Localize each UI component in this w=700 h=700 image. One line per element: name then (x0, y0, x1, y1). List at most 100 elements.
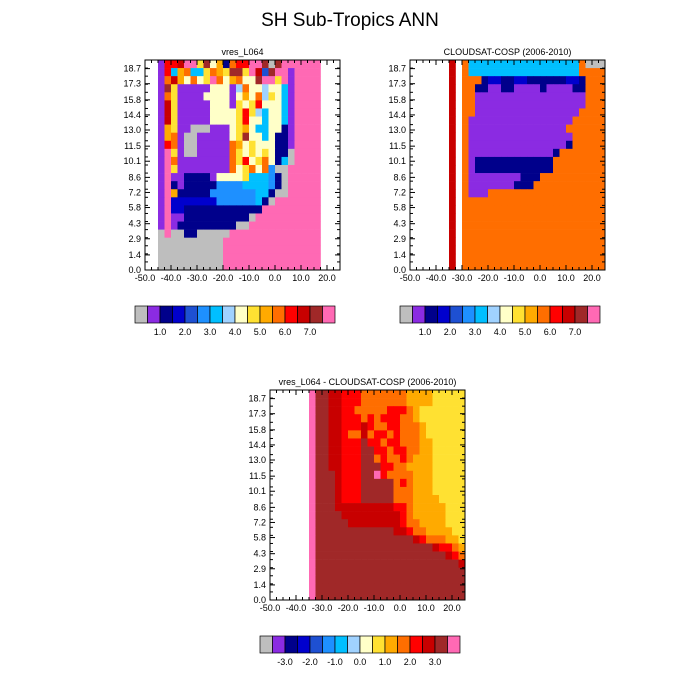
heatmap-cell (468, 213, 476, 222)
heatmap-cell (488, 181, 495, 190)
heatmap-cell (328, 519, 336, 528)
heatmap-cell (288, 156, 295, 166)
heatmap-cell (354, 462, 362, 472)
heatmap-cell (171, 140, 178, 150)
heatmap-cell (229, 189, 237, 198)
heatmap-cell (592, 189, 599, 198)
heatmap-cell (242, 229, 250, 238)
heatmap-cell (475, 140, 482, 150)
heatmap-cell (462, 140, 469, 150)
heatmap-cell (328, 406, 336, 415)
heatmap-cell (520, 76, 528, 85)
heatmap-cell (432, 414, 440, 423)
heatmap-cell (341, 446, 349, 455)
heatmap-cell (585, 100, 593, 109)
heatmap-cell (203, 132, 211, 142)
heatmap-cell (184, 221, 191, 230)
heatmap-cell (216, 60, 224, 69)
heatmap-cell (546, 60, 554, 69)
heatmap-cell (315, 559, 323, 568)
heatmap-cell (255, 197, 263, 206)
x-tick-label: -20.0 (478, 273, 499, 283)
heatmap-cell (275, 140, 282, 150)
heatmap-cell (413, 503, 420, 512)
heatmap-cell (348, 559, 355, 568)
heatmap-cell (335, 406, 342, 415)
heatmap-cell (419, 486, 427, 496)
heatmap-cell (426, 495, 433, 504)
heatmap-cell (315, 486, 323, 496)
heatmap-cell (553, 140, 560, 150)
heatmap-cell (322, 486, 329, 496)
heatmap-cell (458, 567, 466, 577)
panel-cloudsat: CLOUDSAT-COSP (2006-2010)-50.0 -40.0 -30.0… (388, 47, 606, 337)
heatmap-cell (223, 253, 230, 263)
heatmap-cell (449, 92, 456, 101)
heatmap-cell (335, 454, 342, 463)
heatmap-cell (307, 140, 315, 150)
heatmap-cell (301, 189, 308, 198)
heatmap-cell (328, 543, 336, 552)
heatmap-cell (501, 148, 508, 158)
heatmap-cell (426, 478, 433, 488)
heatmap-cell (242, 84, 250, 93)
heatmap-cell (361, 543, 368, 552)
heatmap-cell (307, 100, 315, 109)
heatmap-cell (236, 116, 243, 125)
heatmap-cell (158, 76, 165, 85)
heatmap-cell (301, 156, 308, 166)
heatmap-cell (190, 197, 198, 206)
heatmap-cell (268, 173, 276, 182)
heatmap-cell (197, 229, 204, 238)
heatmap-cell (177, 124, 185, 133)
y-tick-label: 5.8 (253, 533, 266, 543)
heatmap-cell (294, 76, 302, 85)
heatmap-cell (164, 60, 172, 69)
heatmap-cell (598, 253, 606, 263)
heatmap-cell (184, 229, 191, 238)
heatmap-cell (566, 253, 573, 263)
heatmap-cell (475, 132, 482, 142)
heatmap-cell (288, 60, 295, 69)
heatmap-cell (190, 189, 198, 198)
heatmap-cell (452, 511, 459, 520)
heatmap-cell (585, 245, 593, 255)
heatmap-cell (507, 197, 515, 206)
y-tick-label: 18.7 (388, 64, 406, 74)
heatmap-cell (367, 390, 375, 399)
heatmap-cell (514, 213, 521, 222)
heatmap-cell (445, 519, 453, 528)
heatmap-cell (236, 221, 243, 230)
y-tick-label: 2.9 (393, 234, 406, 244)
heatmap-cell (361, 430, 368, 439)
heatmap-cell (449, 189, 456, 198)
heatmap-cell (203, 68, 211, 77)
heatmap-cell (413, 446, 420, 455)
colorbar-swatch (159, 305, 173, 324)
heatmap-cell (307, 76, 315, 85)
heatmap-cell (527, 68, 534, 77)
y-tick-label: 8.6 (128, 172, 141, 182)
heatmap-cell (190, 60, 198, 69)
heatmap-cell (406, 559, 414, 568)
heatmap-cell (533, 253, 541, 263)
heatmap-cell (400, 495, 407, 504)
heatmap-cell (559, 76, 567, 85)
heatmap-cell (275, 245, 282, 255)
heatmap-cell (387, 591, 394, 601)
heatmap-cell (406, 495, 414, 504)
heatmap-cell (540, 221, 547, 230)
heatmap-cell (190, 124, 198, 133)
heatmap-cell (468, 173, 476, 182)
heatmap-cell (501, 68, 508, 77)
heatmap-cell (481, 261, 489, 271)
heatmap-cell (559, 100, 567, 109)
heatmap-cell (520, 197, 528, 206)
heatmap-cell (229, 237, 237, 247)
heatmap-cell (348, 575, 355, 585)
heatmap-cell (158, 165, 165, 174)
heatmap-cell (380, 543, 388, 552)
heatmap-cell (553, 245, 560, 255)
heatmap-cell (520, 245, 528, 255)
heatmap-cell (426, 511, 433, 520)
